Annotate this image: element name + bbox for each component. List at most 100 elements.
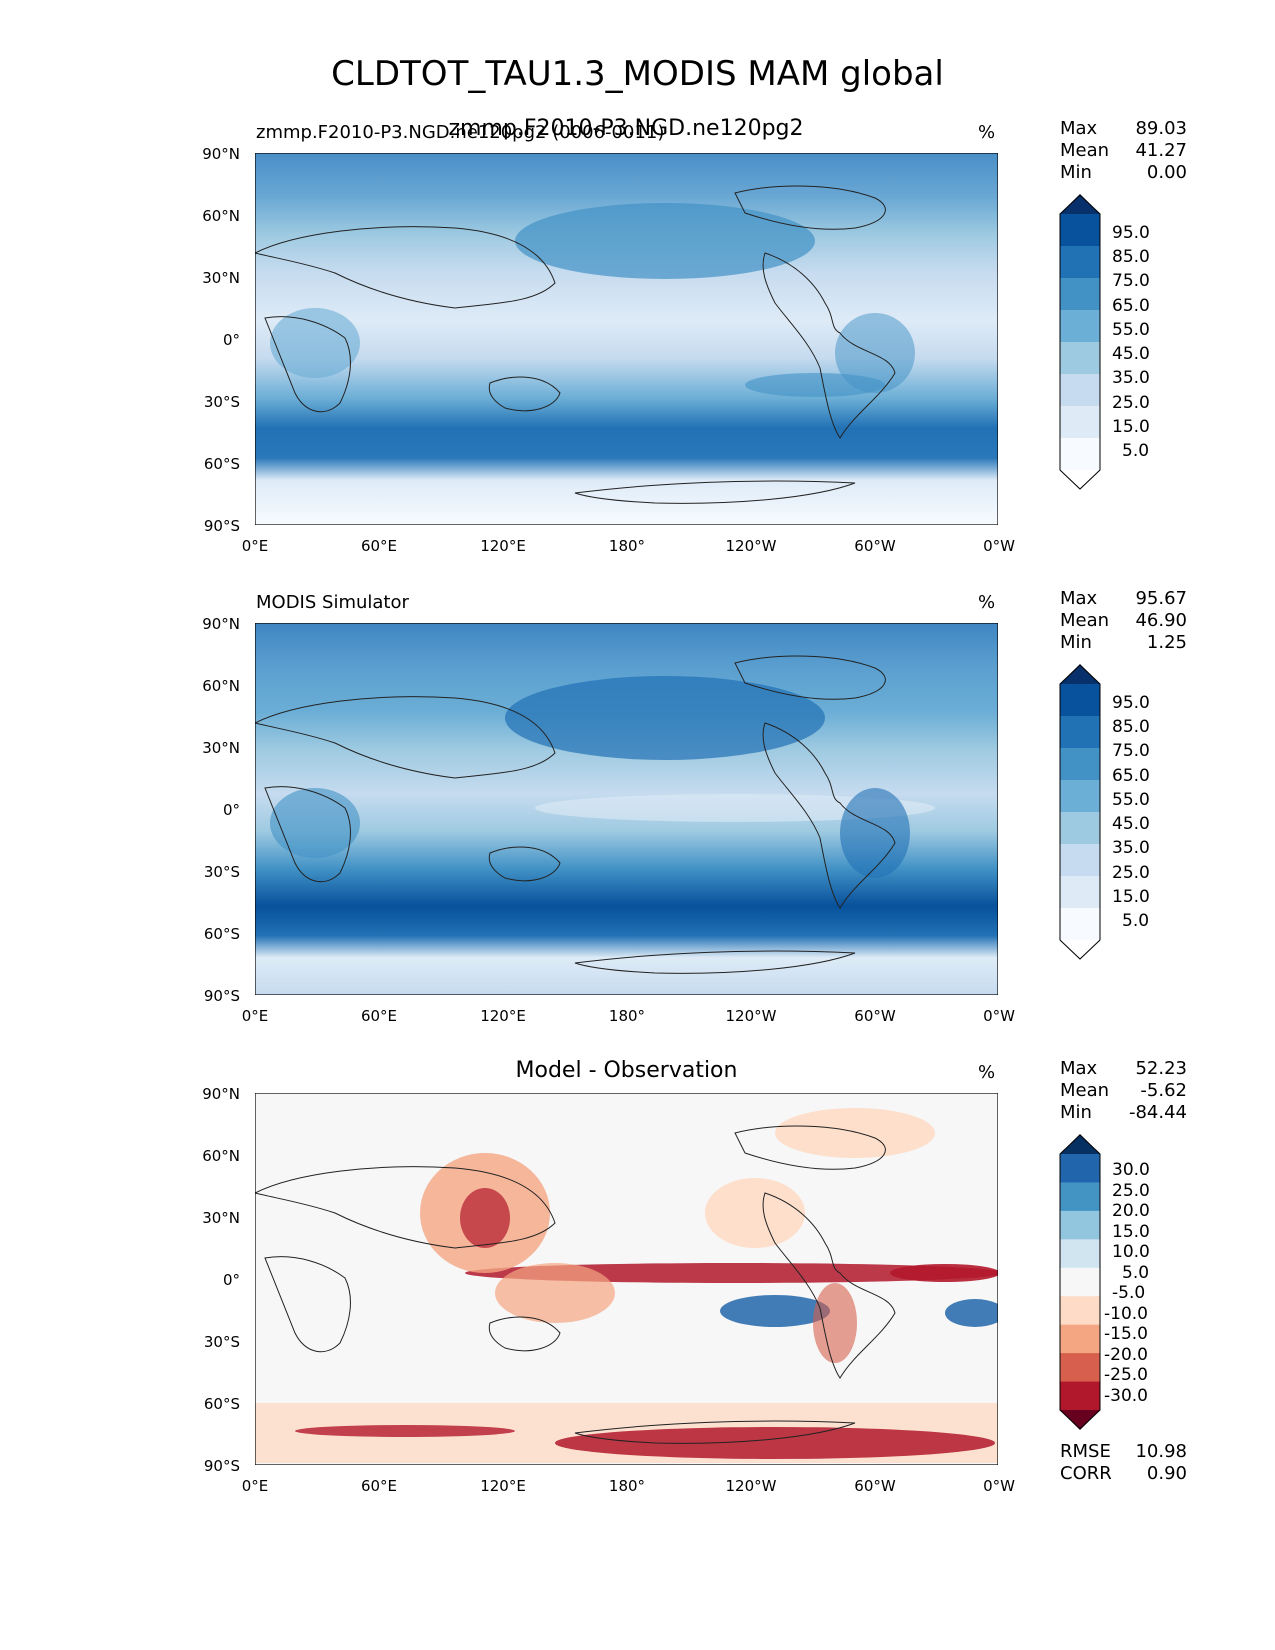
colorbar-label: -25.0: [1104, 1365, 1148, 1385]
colorbar-label: 65.0: [1112, 296, 1150, 316]
colorbar-label: 95.0: [1112, 223, 1150, 243]
colorbar-segment: [1060, 1381, 1100, 1411]
panel-1-colorbar: [1059, 194, 1101, 490]
colorbar-segment: [1060, 246, 1100, 279]
stat-value: -5.62: [1140, 1080, 1187, 1101]
stat-label: RMSE: [1060, 1441, 1111, 1462]
stat-value: 41.27: [1135, 140, 1187, 161]
lon-tick-label: 0°E: [241, 1477, 269, 1495]
panel-2-map: [255, 623, 998, 995]
colorbar-segment: [1060, 684, 1100, 717]
colorbar-label: 65.0: [1112, 766, 1150, 786]
colorbar-label: 25.0: [1112, 863, 1150, 883]
colorbar-label: 10.0: [1112, 1242, 1150, 1262]
colorbar-segment: [1060, 406, 1100, 439]
lon-tick-label: 0°W: [983, 537, 1015, 555]
colorbar-label: 85.0: [1112, 717, 1150, 737]
colorbar-segment: [1060, 310, 1100, 343]
lat-tick-label: 30°N: [202, 1209, 240, 1227]
colorbar-label: 95.0: [1112, 693, 1150, 713]
lat-tick-label: 30°N: [202, 269, 240, 287]
stat-value: 89.03: [1135, 118, 1187, 139]
lat-tick-label: 60°S: [203, 1395, 240, 1413]
colorbar-label: 15.0: [1112, 1222, 1150, 1242]
figure-title: CLDTOT_TAU1.3_MODIS MAM global: [331, 54, 944, 94]
colorbar-extend-bottom: [1060, 940, 1100, 960]
colorbar-label: 55.0: [1112, 320, 1150, 340]
lon-tick-label: 120°W: [725, 1007, 777, 1025]
lon-tick-label: 60°W: [854, 1007, 896, 1025]
lat-tick-label: 90°N: [202, 145, 240, 163]
panel-3-center-title: Model - Observation: [515, 1058, 738, 1083]
colorbar-label: 15.0: [1112, 887, 1150, 907]
lat-tick-label: 0°: [222, 1271, 240, 1289]
panel-1-left-title: zmmp.F2010-P3.NGD.ne120pg2 (0006-0011): [256, 122, 665, 143]
lat-tick-label: 30°N: [202, 739, 240, 757]
panel-3-units: %: [978, 1062, 996, 1083]
lat-tick-label: 60°S: [203, 455, 240, 473]
colorbar-segment: [1060, 1182, 1100, 1212]
colorbar-segment: [1060, 844, 1100, 877]
colorbar-segment: [1060, 1210, 1100, 1240]
panel-1-map: [255, 153, 998, 525]
stat-value: 0.00: [1146, 162, 1187, 183]
panel-1-coastlines: [255, 185, 896, 504]
colorbar-label: 35.0: [1112, 368, 1150, 388]
lat-tick-label: 90°N: [202, 615, 240, 633]
lat-tick-label: 90°N: [202, 1085, 240, 1103]
lon-tick-label: 60°W: [854, 1477, 896, 1495]
lat-tick-label: 90°S: [203, 1457, 240, 1475]
stat-label: Mean: [1060, 140, 1110, 161]
colorbar-segment: [1060, 716, 1100, 749]
colorbar-segment: [1060, 908, 1100, 941]
lat-tick-label: 60°S: [203, 925, 240, 943]
colorbar-segment: [1060, 748, 1100, 781]
lon-tick-label: 180°: [608, 1007, 646, 1025]
colorbar-label: 35.0: [1112, 838, 1150, 858]
colorbar-segment: [1060, 1324, 1100, 1354]
lon-tick-label: 60°E: [360, 537, 398, 555]
colorbar-segment: [1060, 780, 1100, 813]
colorbar-segment: [1060, 876, 1100, 909]
lon-tick-label: 120°E: [480, 1477, 526, 1495]
colorbar-segment: [1060, 278, 1100, 311]
colorbar-label: 25.0: [1112, 1181, 1150, 1201]
lat-tick-label: 0°: [222, 801, 240, 819]
colorbar-segment: [1060, 374, 1100, 407]
colorbar-outline: [1059, 194, 1101, 490]
colorbar-label: 15.0: [1112, 417, 1150, 437]
panel-3-map: [255, 1093, 998, 1465]
lon-tick-label: 60°E: [360, 1477, 398, 1495]
lon-tick-label: 120°E: [480, 537, 526, 555]
colorbar-label: 5.0: [1122, 1263, 1150, 1283]
stat-label: Mean: [1060, 1080, 1110, 1101]
lat-tick-label: 30°S: [203, 1333, 240, 1351]
panel-1-center-title: zmmp.F2010-P3.NGD.ne120pg2: [448, 116, 804, 141]
colorbar-label: -5.0: [1112, 1283, 1146, 1303]
panel-3-coastlines: [255, 1125, 896, 1444]
colorbar-segment: [1060, 1296, 1100, 1326]
colorbar-label: 45.0: [1112, 814, 1150, 834]
colorbar-extend-top: [1060, 194, 1100, 214]
lat-tick-label: 30°S: [203, 863, 240, 881]
colorbar-extend-top: [1060, 1134, 1100, 1154]
colorbar-segment: [1060, 1267, 1100, 1297]
colorbar-label: 5.0: [1122, 441, 1150, 461]
stat-label: Min: [1060, 162, 1092, 183]
lon-tick-label: 0°W: [983, 1007, 1015, 1025]
colorbar-outline: [1059, 664, 1101, 960]
colorbar-label: -30.0: [1104, 1386, 1148, 1406]
lat-tick-label: 90°S: [203, 987, 240, 1005]
lon-tick-label: 60°W: [854, 537, 896, 555]
lon-tick-label: 120°E: [480, 1007, 526, 1025]
colorbar-label: 30.0: [1112, 1160, 1150, 1180]
lon-tick-label: 0°E: [241, 1007, 269, 1025]
lat-tick-label: 90°S: [203, 517, 240, 535]
lat-tick-label: 60°N: [202, 1147, 240, 1165]
colorbar-segment: [1060, 1353, 1100, 1383]
panel-2-left-title: MODIS Simulator: [256, 592, 409, 613]
colorbar-label: 25.0: [1112, 393, 1150, 413]
panel-1-units: %: [978, 122, 996, 143]
stat-label: Max: [1060, 1058, 1098, 1079]
colorbar-extend-bottom: [1060, 470, 1100, 490]
